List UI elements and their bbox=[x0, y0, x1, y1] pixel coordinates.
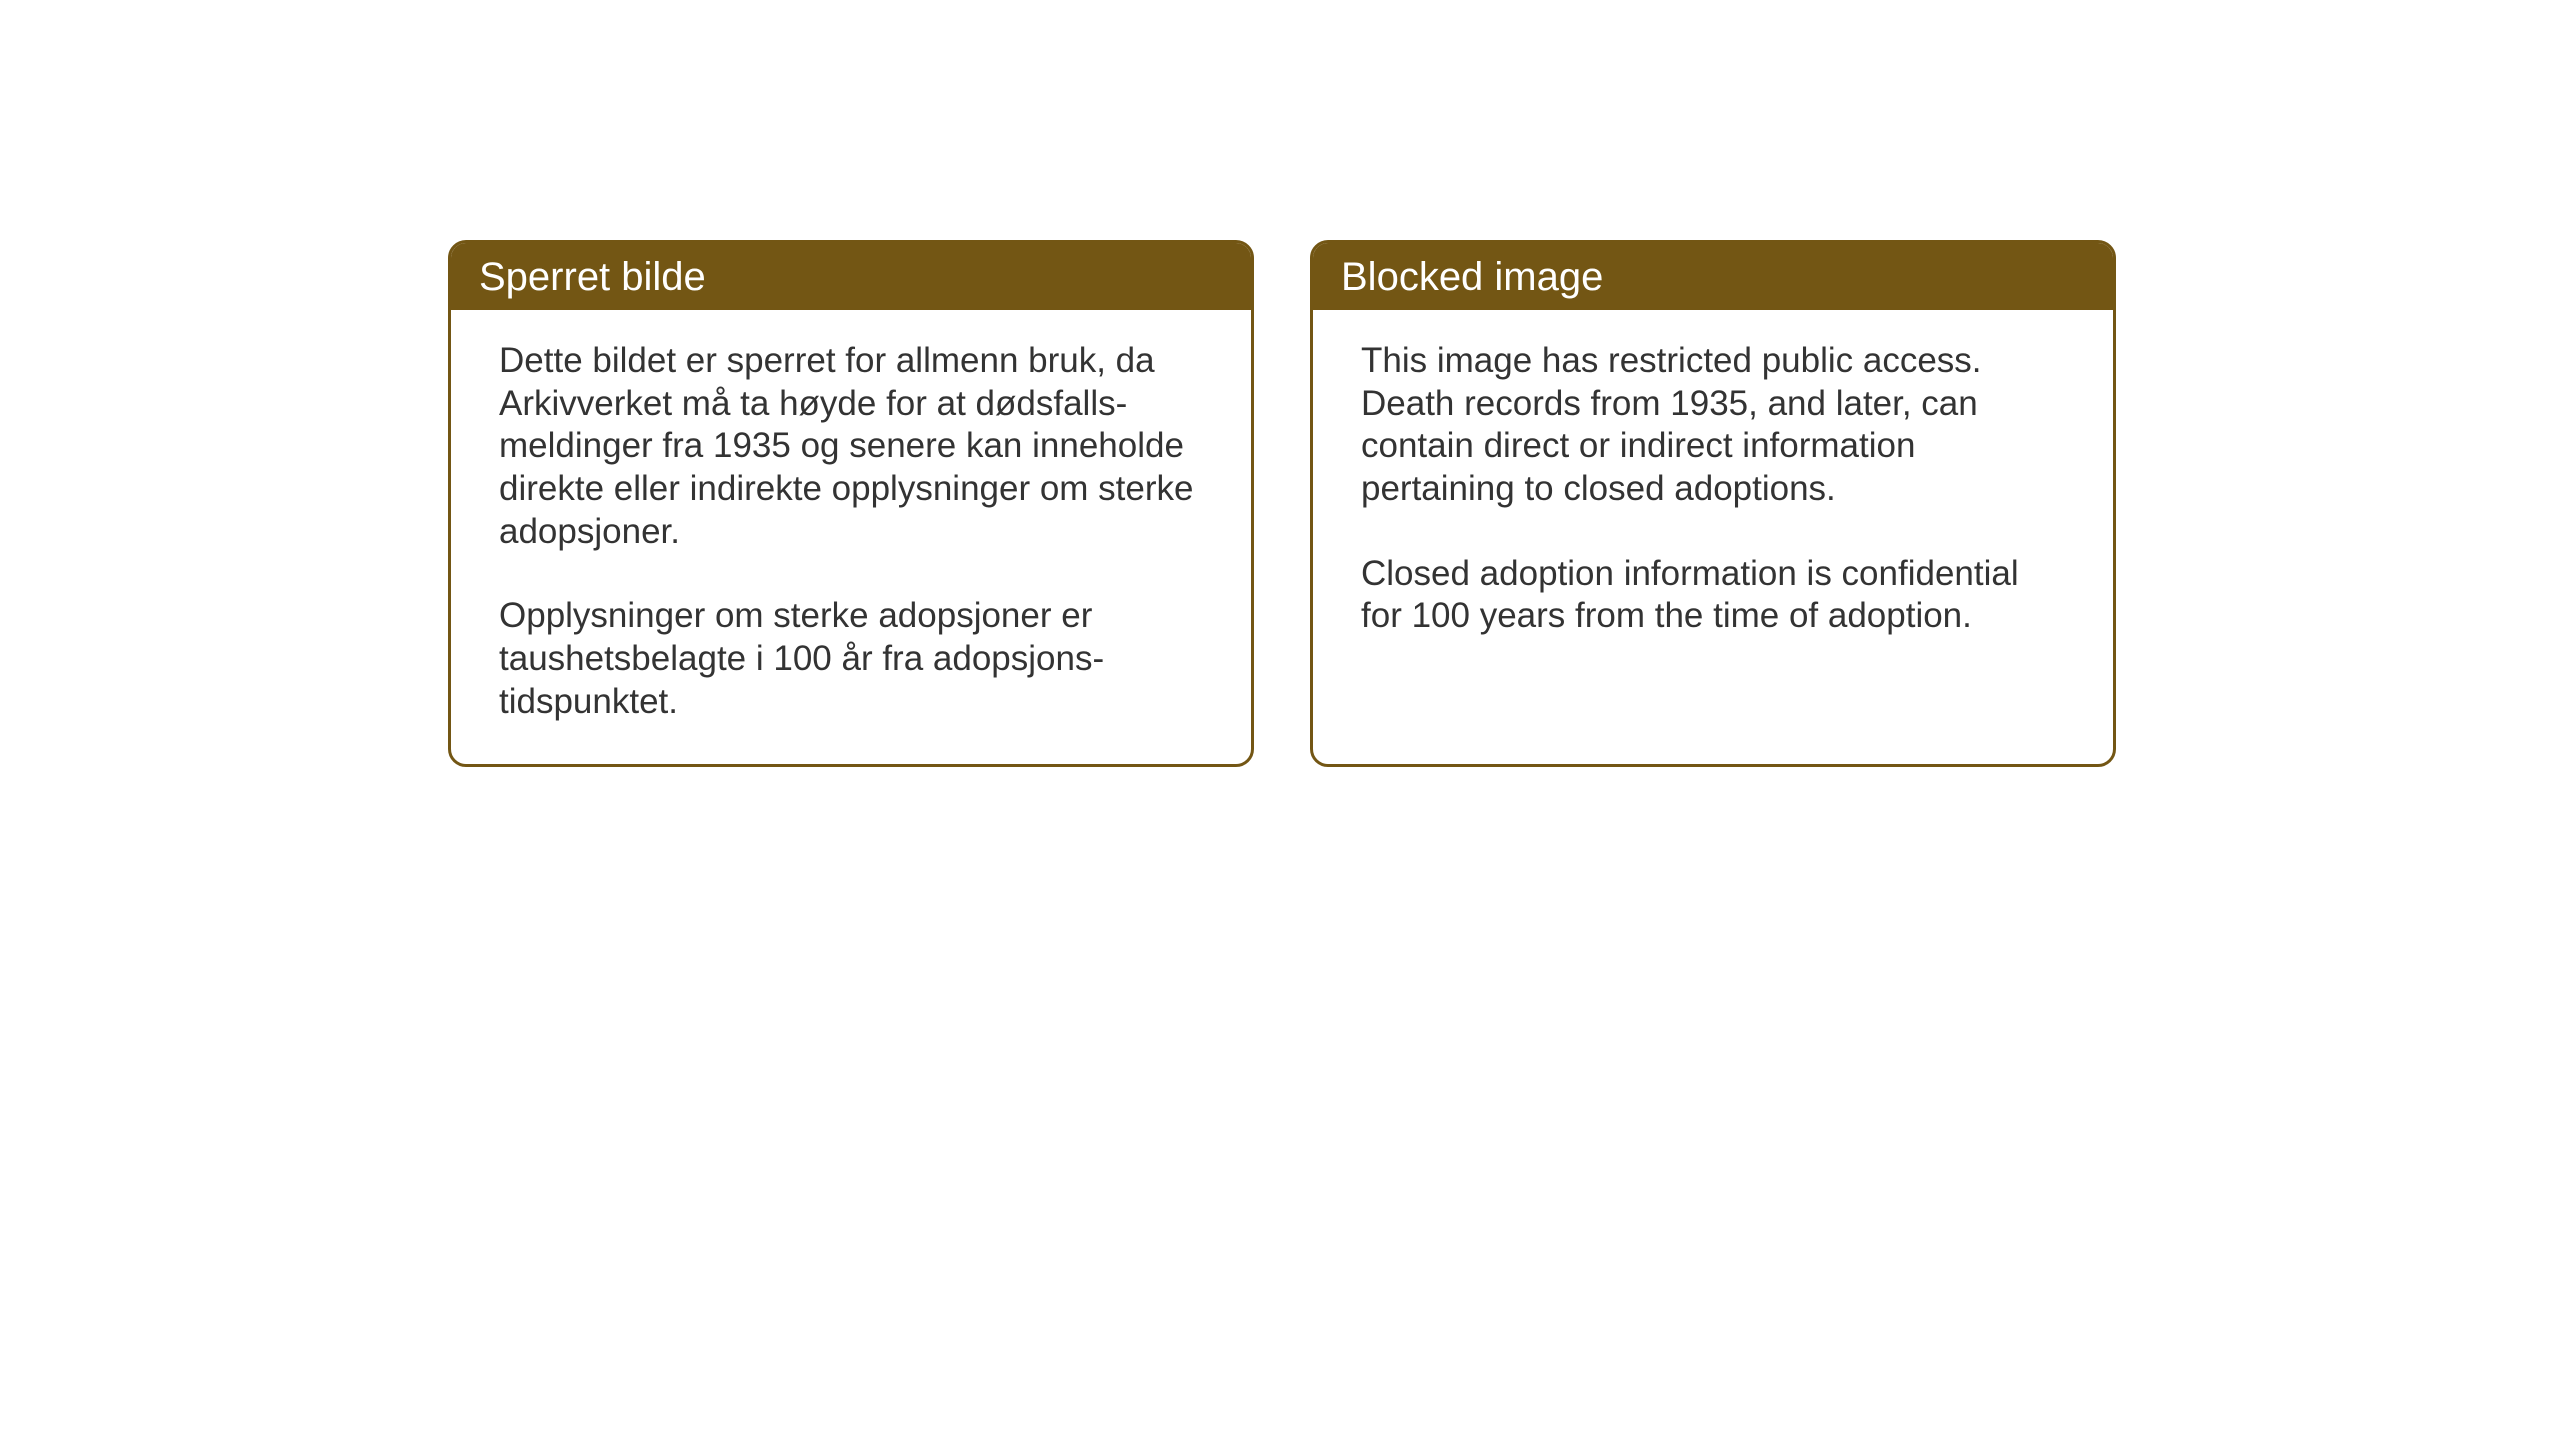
card-header-norwegian: Sperret bilde bbox=[451, 243, 1251, 310]
card-paragraph-2-norwegian: Opplysninger om sterke adopsjoner er tau… bbox=[499, 595, 1203, 723]
card-header-english: Blocked image bbox=[1313, 243, 2113, 310]
card-paragraph-1-norwegian: Dette bildet er sperret for allmenn bruk… bbox=[499, 340, 1203, 553]
card-title-english: Blocked image bbox=[1341, 255, 1603, 299]
card-title-norwegian: Sperret bilde bbox=[479, 255, 706, 299]
notice-container: Sperret bilde Dette bildet er sperret fo… bbox=[448, 240, 2116, 767]
notice-card-english: Blocked image This image has restricted … bbox=[1310, 240, 2116, 767]
card-paragraph-1-english: This image has restricted public access.… bbox=[1361, 340, 2065, 511]
card-body-english: This image has restricted public access.… bbox=[1313, 310, 2113, 748]
card-body-norwegian: Dette bildet er sperret for allmenn bruk… bbox=[451, 310, 1251, 764]
card-paragraph-2-english: Closed adoption information is confident… bbox=[1361, 553, 2065, 638]
notice-card-norwegian: Sperret bilde Dette bildet er sperret fo… bbox=[448, 240, 1254, 767]
